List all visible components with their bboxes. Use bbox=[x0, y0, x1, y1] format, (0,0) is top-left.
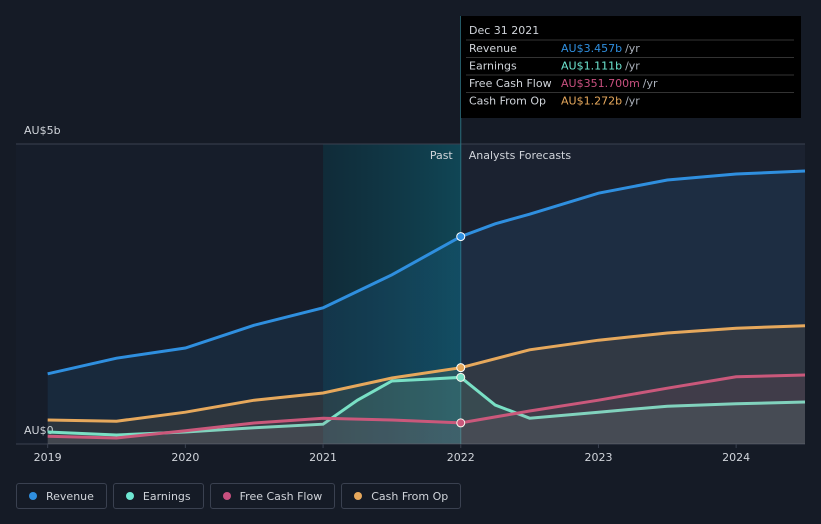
tooltip-value: AU$351.700m/yr bbox=[561, 77, 658, 90]
tooltip bbox=[461, 16, 801, 118]
area bbox=[47, 377, 805, 444]
legend-item[interactable]: Earnings bbox=[112, 483, 204, 509]
tooltip-unit: /yr bbox=[625, 60, 640, 73]
legend-swatch bbox=[354, 492, 363, 500]
legend-item[interactable]: Free Cash Flow bbox=[209, 483, 336, 509]
hover-point bbox=[456, 232, 466, 242]
line bbox=[47, 373, 806, 440]
x-tick-label: 2022 bbox=[447, 451, 475, 464]
legend-swatch bbox=[222, 492, 231, 500]
x-tick-label: 2019 bbox=[34, 451, 62, 464]
legend: Revenue Earnings Free Cash Flow Cash From O… bbox=[16, 483, 462, 509]
y-tick-label: AU$5b bbox=[24, 124, 61, 137]
tooltip-label: Earnings bbox=[469, 60, 517, 73]
tooltip-number: AU$351.700m bbox=[561, 77, 640, 90]
tooltip-value: AU$1.111b/yr bbox=[561, 60, 640, 73]
area bbox=[47, 171, 805, 444]
legend-item[interactable]: Revenue bbox=[16, 483, 107, 509]
tooltip-number: AU$1.111b bbox=[561, 60, 622, 73]
tooltip-unit: /yr bbox=[625, 95, 640, 108]
highlight-region bbox=[323, 144, 461, 444]
legend-label: Free Cash Flow bbox=[239, 489, 323, 503]
legend-item[interactable]: Cash From Op bbox=[341, 483, 462, 509]
x-tick-label: 2024 bbox=[722, 451, 750, 464]
tooltip-unit: /yr bbox=[643, 77, 658, 90]
legend-label: Revenue bbox=[46, 489, 94, 503]
tooltip-value: AU$1.272b/yr bbox=[561, 95, 640, 108]
forecast-label: Analysts Forecasts bbox=[469, 149, 572, 162]
hover-point bbox=[456, 372, 466, 382]
tooltip-date: Dec 31 2021 bbox=[469, 24, 539, 37]
tooltip-number: AU$1.272b bbox=[561, 95, 622, 108]
tooltip-unit: /yr bbox=[625, 42, 640, 55]
line bbox=[47, 324, 806, 423]
tooltip-label: Cash From Op bbox=[469, 95, 546, 108]
hover-point bbox=[456, 418, 466, 428]
chart: AU$0 AU$5b 2019 2020 2021 2022 2023 2024 Past Ana… bbox=[16, 16, 806, 464]
x-tick-label: 2023 bbox=[584, 451, 612, 464]
legend-label: Cash From Op bbox=[371, 489, 449, 503]
x-tick-label: 2021 bbox=[309, 451, 337, 464]
past-label: Past bbox=[430, 149, 454, 162]
hover-point bbox=[456, 363, 466, 373]
area bbox=[47, 325, 805, 444]
legend-swatch bbox=[125, 492, 134, 500]
line bbox=[47, 375, 806, 437]
legend-label: Earnings bbox=[142, 489, 191, 503]
y-tick-label: AU$0 bbox=[24, 424, 54, 437]
tooltip-label: Free Cash Flow bbox=[469, 77, 552, 90]
tooltip-label: Revenue bbox=[469, 42, 517, 55]
area bbox=[47, 375, 805, 444]
x-tick-label: 2020 bbox=[171, 451, 199, 464]
tooltip-value: AU$3.457b/yr bbox=[561, 42, 640, 55]
tooltip-number: AU$3.457b bbox=[561, 42, 622, 55]
legend-swatch bbox=[29, 492, 37, 500]
